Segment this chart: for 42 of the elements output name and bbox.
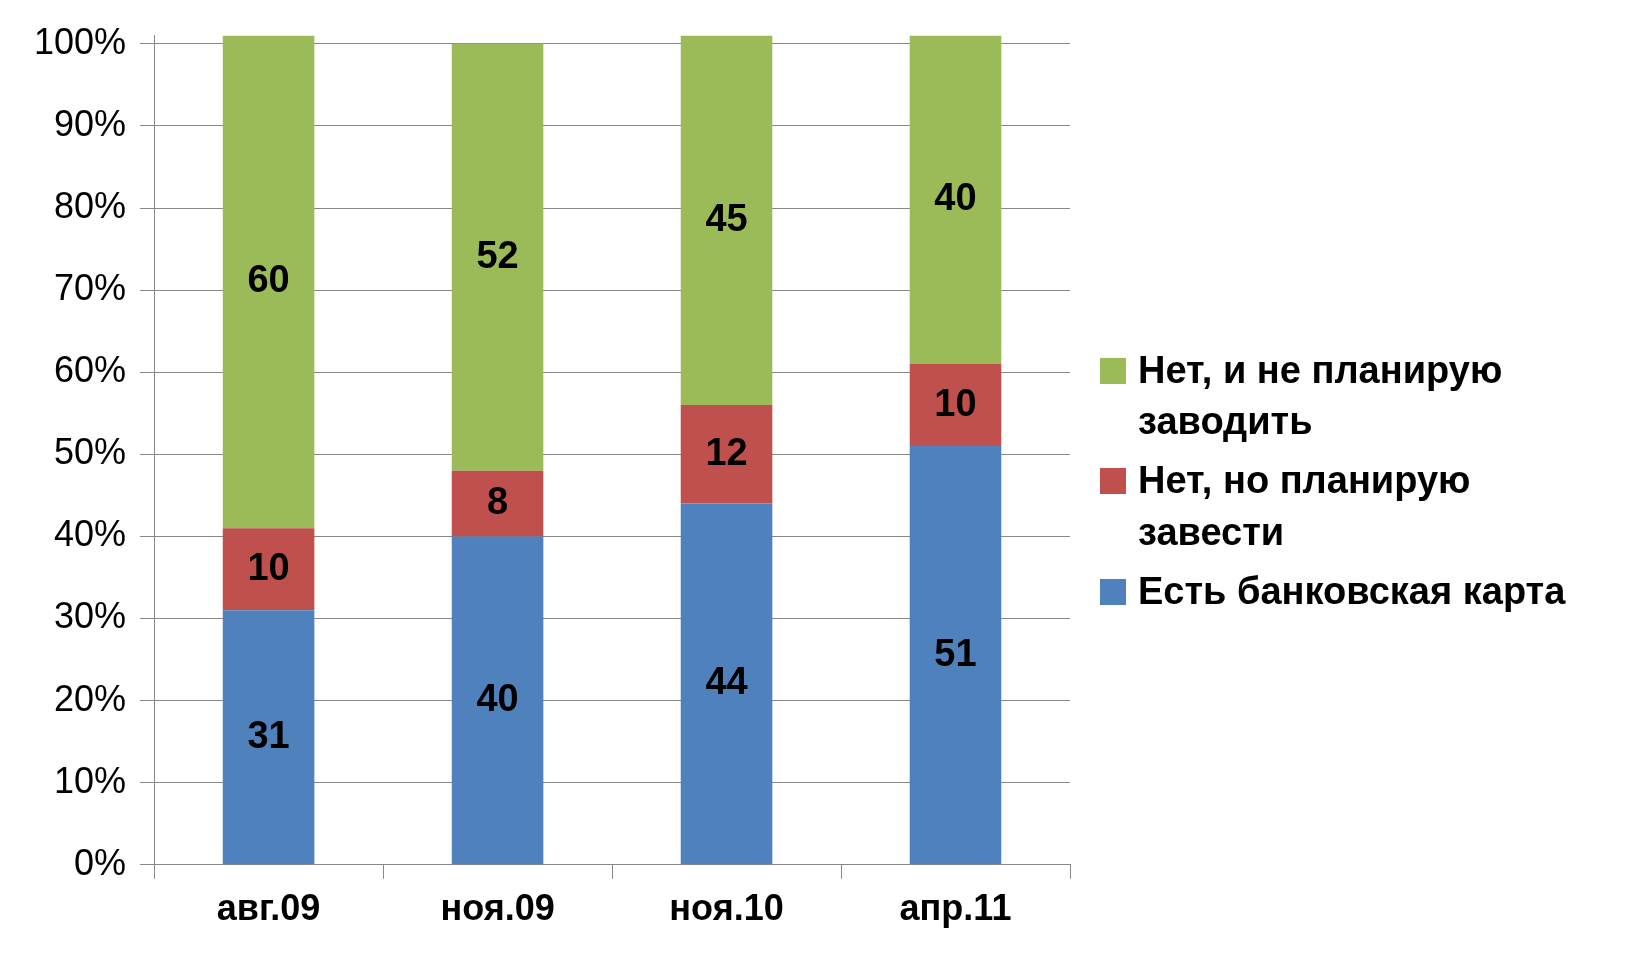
data-label: 8 (486, 480, 509, 523)
data-label: 40 (934, 176, 977, 219)
data-label: 10 (247, 545, 290, 588)
data-label: 44 (705, 660, 748, 703)
data-label: 10 (934, 381, 977, 424)
data-label: 45 (705, 196, 748, 239)
bar (222, 528, 315, 611)
y-tick-label: 60% (54, 349, 127, 391)
y-tick-label: 90% (54, 102, 127, 144)
bar (680, 35, 773, 406)
bar (451, 470, 544, 537)
y-tick-label: 70% (54, 267, 127, 309)
x-tick-label: ноя.09 (440, 887, 555, 929)
y-tick-label: 50% (54, 431, 127, 473)
legend-label: Нет, но планирую завести (1138, 458, 1472, 555)
y-tick-label: 0% (74, 841, 127, 883)
y-tick-label: 80% (54, 184, 127, 226)
bar (680, 405, 773, 504)
data-label: 31 (247, 713, 290, 756)
x-tick-label: апр.11 (899, 887, 1012, 929)
bar (222, 35, 315, 529)
legend-label: Есть банковская карта (1138, 568, 1566, 614)
legend-label: Нет, и не планирую заводить (1138, 347, 1504, 445)
data-label: 12 (705, 430, 748, 473)
y-tick-label: 30% (54, 595, 127, 637)
bar (451, 536, 544, 865)
y-tick-label: 20% (54, 677, 127, 719)
bar (222, 610, 315, 865)
x-tick-label: ноя.10 (669, 887, 784, 929)
bar (909, 35, 1002, 364)
bar (909, 364, 1002, 447)
y-tick-label: 10% (54, 759, 127, 801)
bar (680, 503, 773, 865)
x-tick-label: авг.09 (216, 887, 321, 929)
y-tick-label: 40% (54, 513, 127, 555)
data-label: 60 (247, 258, 290, 301)
bar (909, 446, 1002, 865)
data-label: 40 (476, 676, 519, 719)
data-label: 52 (476, 233, 519, 276)
bar (451, 43, 544, 471)
y-tick-label: 100% (34, 20, 127, 62)
data-label: 51 (934, 631, 977, 674)
